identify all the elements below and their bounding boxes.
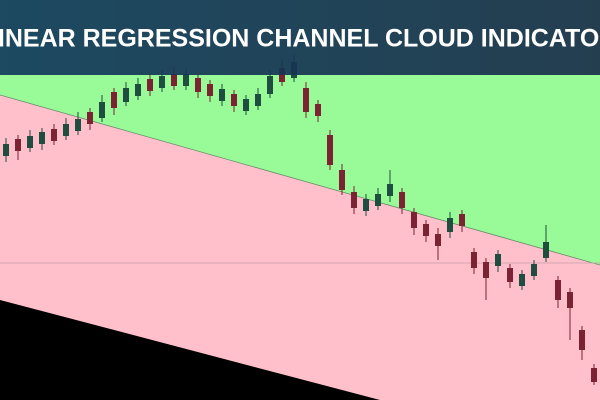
candle-body bbox=[159, 76, 165, 88]
candle-body bbox=[195, 78, 201, 92]
candle-body bbox=[327, 135, 333, 165]
candle-body bbox=[27, 136, 33, 148]
below-channel bbox=[0, 300, 380, 400]
candle-body bbox=[531, 264, 537, 276]
candle-body bbox=[411, 212, 417, 228]
candle-body bbox=[399, 192, 405, 208]
candle-body bbox=[507, 268, 513, 282]
candle-body bbox=[39, 132, 45, 144]
candle-body bbox=[579, 330, 585, 350]
candle-body bbox=[459, 214, 465, 226]
candle-body bbox=[123, 88, 129, 102]
candle-body bbox=[51, 129, 57, 141]
title-banner bbox=[0, 0, 600, 75]
candle-body bbox=[135, 84, 141, 96]
candle-body bbox=[231, 94, 237, 106]
candle-body bbox=[303, 88, 309, 112]
candle-body bbox=[3, 144, 9, 156]
candle-body bbox=[375, 194, 381, 206]
candle-body bbox=[423, 224, 429, 236]
candle-body bbox=[63, 124, 69, 136]
candle-body bbox=[243, 99, 249, 111]
candle-body bbox=[555, 280, 561, 300]
candle-body bbox=[495, 254, 501, 266]
candle-body bbox=[87, 112, 93, 124]
candle-body bbox=[15, 139, 21, 151]
candle-body bbox=[171, 74, 177, 86]
candle-body bbox=[255, 94, 261, 106]
candle-body bbox=[387, 184, 393, 196]
candle-body bbox=[591, 368, 597, 382]
chart-title: LINEAR REGRESSION CHANNEL CLOUD INDICATO… bbox=[0, 25, 600, 53]
candle-body bbox=[351, 192, 357, 208]
candle-body bbox=[363, 199, 369, 211]
candle-body bbox=[567, 292, 573, 308]
candle-body bbox=[339, 170, 345, 190]
candle-body bbox=[543, 242, 549, 258]
regression-line bbox=[0, 94, 600, 266]
candle-body bbox=[483, 262, 489, 278]
candle-body bbox=[447, 218, 453, 232]
candle-body bbox=[111, 92, 117, 108]
candle-body bbox=[207, 84, 213, 96]
candle-body bbox=[315, 104, 321, 116]
candle-body bbox=[75, 119, 81, 131]
candle-body bbox=[267, 76, 273, 94]
candle-body bbox=[471, 252, 477, 268]
candle-body bbox=[147, 79, 153, 91]
candle-body bbox=[183, 74, 189, 86]
candle-body bbox=[219, 89, 225, 101]
candle-body bbox=[519, 274, 525, 286]
candle-body bbox=[435, 234, 441, 246]
candle-body bbox=[99, 102, 105, 118]
